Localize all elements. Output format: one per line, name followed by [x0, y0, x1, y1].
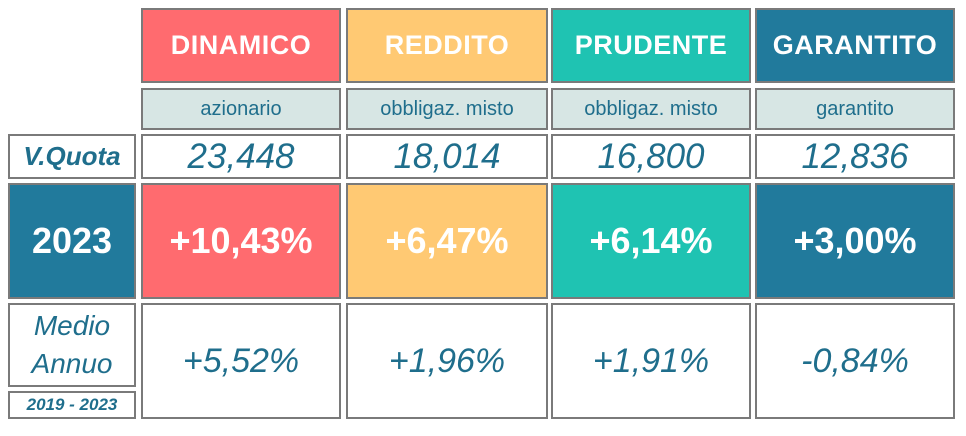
avg-return-dinamico: +5,52%: [141, 303, 341, 419]
fund-name-garantito: GARANTITO: [755, 8, 955, 83]
return-2023-garantito: +3,00%: [755, 183, 955, 299]
fund-name-label: GARANTITO: [772, 30, 938, 60]
quota-value-text: 23,448: [187, 136, 295, 176]
fund-type-label: azionario: [200, 97, 282, 120]
quota-value-garantito: 12,836: [755, 134, 955, 179]
fund-type-dinamico: azionario: [141, 88, 341, 130]
avg-label-line2: Annuo: [31, 348, 113, 379]
fund-name-label: PRUDENTE: [574, 30, 728, 60]
fund-type-label: obbligaz. misto: [380, 97, 514, 120]
return-2023-text: +6,47%: [385, 220, 509, 261]
quota-value-text: 16,800: [597, 136, 705, 176]
return-2023-dinamico: +10,43%: [141, 183, 341, 299]
avg-return-reddito: +1,96%: [346, 303, 548, 419]
fund-name-prudente: PRUDENTE: [551, 8, 751, 83]
avg-return-text: +1,91%: [592, 341, 710, 380]
avg-return-garantito: -0,84%: [755, 303, 955, 419]
quota-row-label: V.Quota: [8, 134, 136, 179]
return-2023-text: +10,43%: [169, 220, 313, 261]
period-label-text: 2019 - 2023: [26, 395, 118, 414]
quota-label-text: V.Quota: [23, 141, 121, 171]
return-2023-prudente: +6,14%: [551, 183, 751, 299]
quota-value-reddito: 18,014: [346, 134, 548, 179]
fund-type-garantito: garantito: [755, 88, 955, 130]
avg-return-text: +5,52%: [182, 341, 300, 380]
fund-type-label: obbligaz. misto: [584, 97, 718, 120]
year-label-text: 2023: [31, 220, 113, 261]
fund-name-dinamico: DINAMICO: [141, 8, 341, 83]
quota-value-text: 12,836: [801, 136, 909, 176]
period-label: 2019 - 2023: [8, 391, 136, 419]
quota-value-prudente: 16,800: [551, 134, 751, 179]
return-2023-text: +6,14%: [589, 220, 713, 261]
fund-name-reddito: REDDITO: [346, 8, 548, 83]
avg-row-label: Medio Annuo: [8, 303, 136, 387]
return-2023-text: +3,00%: [793, 220, 917, 261]
avg-label-line1: Medio: [33, 310, 111, 341]
avg-return-text: +1,96%: [388, 341, 506, 380]
fund-name-label: DINAMICO: [170, 30, 312, 60]
year-row-label: 2023: [8, 183, 136, 299]
avg-return-text: -0,84%: [801, 341, 909, 380]
fund-type-reddito: obbligaz. misto: [346, 88, 548, 130]
return-2023-reddito: +6,47%: [346, 183, 548, 299]
fund-type-prudente: obbligaz. misto: [551, 88, 751, 130]
avg-return-prudente: +1,91%: [551, 303, 751, 419]
quota-value-dinamico: 23,448: [141, 134, 341, 179]
quota-value-text: 18,014: [393, 136, 501, 176]
fund-type-label: garantito: [816, 97, 894, 120]
fund-name-label: REDDITO: [384, 30, 510, 60]
